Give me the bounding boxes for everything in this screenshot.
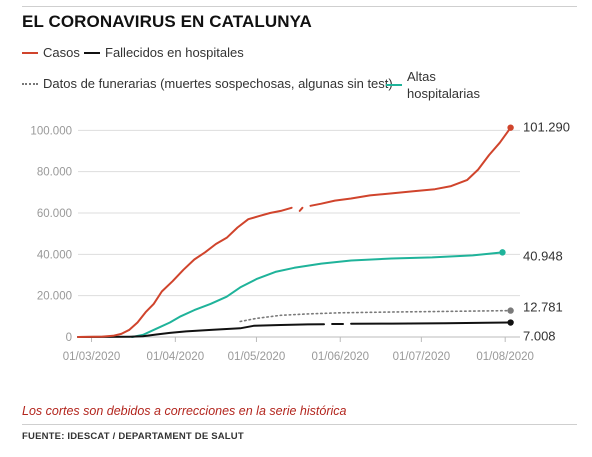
grid-lines [78,129,520,338]
top-rule [22,6,577,7]
legend-swatch-funerarias [22,82,38,85]
series-line-casos [309,126,512,207]
legend-label-fallecidos: Fallecidos en hospitales [105,45,244,60]
series-line-fallecidos [350,321,512,325]
source-credit: FUENTE: IDESCAT / DEPARTAMENT DE SALUT [22,431,244,442]
legend-label-casos: Casos [43,45,80,60]
end-label-fallecidos: 7.008 [523,329,556,344]
footnote: Los cortes son debidos a correcciones en… [22,404,347,418]
end-marker-casos [507,124,514,131]
legend-label-funerarias: Datos de funerarias (muertes sospechosas… [43,76,393,91]
end-marker-fallecidos [507,319,514,326]
y-tick-label: 40.000 [37,249,72,261]
end-marker-funerarias [507,307,514,314]
x-tick-label: 01/05/2020 [228,351,286,363]
series-line-casos [298,206,304,212]
legend-item-casos: Casos [22,45,80,60]
chart-title: EL CORONAVIRUS EN CATALUNYA [22,12,312,31]
end-label-casos: 101.290 [523,120,570,135]
legend-label-altas-line2: hospitalarias [407,86,480,101]
x-tick-label: 01/06/2020 [311,351,369,363]
legend-item-funerarias: Datos de funerarias (muertes sospechosas… [22,76,393,91]
legend-label-altas-line1: Altas [407,69,436,84]
legend-swatch-casos [22,51,38,54]
y-tick-label: 60.000 [37,208,72,220]
y-axis-ticks: 0 20.000 40.000 60.000 80.000 100.000 [30,125,72,344]
x-tick-label: 01/03/2020 [63,351,121,363]
legend-swatch-altas [386,84,402,86]
series-line-altas [131,251,504,338]
y-tick-label: 80.000 [37,167,72,179]
y-tick-label: 100.000 [30,125,72,137]
x-axis-ticks: 01/03/2020 01/04/2020 01/05/2020 01/06/2020… [63,337,534,363]
series-lines [77,126,512,338]
end-label-funerarias: 12.781 [523,300,563,315]
x-tick-label: 01/04/2020 [147,351,205,363]
legend-item-fallecidos: Fallecidos en hospitales [84,45,244,60]
y-tick-label: 0 [66,332,72,344]
end-label-altas: 40.948 [523,248,563,263]
bottom-rule [22,424,577,425]
series-line-funerarias [239,309,512,323]
end-marker-altas [499,249,506,256]
legend-label-altas: Altas hospitalarias [407,68,480,102]
x-tick-label: 01/07/2020 [393,351,451,363]
x-tick-label: 01/08/2020 [476,351,534,363]
line-chart: 0 20.000 40.000 60.000 80.000 100.000 01/03/2… [30,120,570,363]
legend-item-altas: Altas hospitalarias [386,68,480,102]
series-line-casos [77,206,293,338]
series-end-markers: 12.781 40.948 7.008 101.290 [499,120,570,344]
legend-swatch-fallecidos [84,51,100,54]
series-line-fallecidos [77,323,325,338]
y-tick-label: 20.000 [37,291,72,303]
